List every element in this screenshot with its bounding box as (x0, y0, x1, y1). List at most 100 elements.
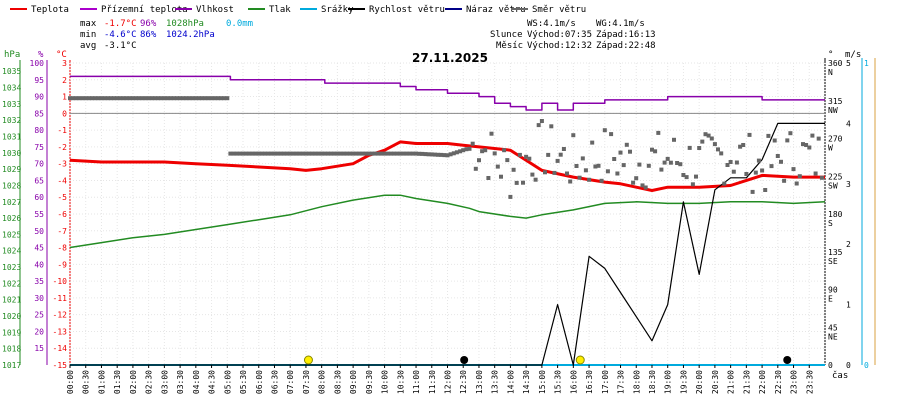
temperature-tick: -6 (57, 210, 67, 219)
pressure-tick: 1023 (2, 263, 21, 272)
humidity-tick: 80 (34, 126, 44, 135)
legend-label: Směr větru (532, 5, 586, 15)
time-tick-label: 04:00 (192, 370, 201, 394)
direction-name: NW (828, 106, 838, 115)
wind-direction-point (637, 162, 642, 167)
wind-direction-point (326, 151, 330, 156)
pressure-tick: 1026 (2, 214, 21, 223)
wind-direction-point (599, 178, 604, 183)
wind-direction-point (668, 160, 673, 165)
wind-direction-point (285, 151, 290, 156)
humidity-tick: 35 (34, 277, 44, 286)
wind-direction-point (77, 96, 82, 101)
wind-direction-point (385, 151, 390, 156)
direction-tick: 90 (828, 286, 838, 295)
wind-direction-point (646, 163, 651, 168)
moon-label: Měsíc (496, 41, 523, 51)
time-tick-label: 10:00 (381, 370, 390, 394)
speed-tick: 4 (846, 119, 851, 128)
wind-direction-point (628, 149, 632, 154)
pressure-tick: 1028 (2, 181, 21, 190)
wind-direction-point (288, 151, 293, 156)
pressure-tick: 1022 (2, 279, 21, 288)
wind-direction-point (583, 168, 588, 173)
wind-direction-point (165, 96, 170, 101)
stat-max-hum: 96% (140, 19, 157, 29)
wind-direction-point (508, 194, 513, 199)
time-tick-label: 10:30 (396, 370, 405, 394)
time-tick-label: 06:30 (270, 370, 279, 394)
wind-direction-point (124, 96, 129, 101)
wind-direction-point (96, 96, 101, 101)
wind-direction-point (303, 151, 308, 156)
time-tick-label: 05:30 (239, 370, 248, 394)
wind-direction-point (130, 96, 135, 101)
wind-direction-point (731, 169, 736, 174)
temperature-tick: -3 (57, 160, 67, 169)
wind-direction-point (502, 148, 507, 153)
wind-direction-point (712, 142, 717, 147)
time-tick-label: 17:00 (601, 370, 610, 394)
temperature-tick: -10 (53, 277, 68, 286)
wind-direction-point (612, 157, 617, 161)
wind-direction-point (807, 145, 812, 150)
wind-direction-point (473, 166, 478, 171)
direction-name: E (828, 295, 833, 304)
wind-direction-point (684, 175, 689, 180)
wind-direction-point (451, 151, 456, 156)
wind-direction-point (552, 170, 557, 175)
wind-direction-point (137, 96, 142, 101)
wind-direction-point (376, 151, 381, 156)
wind-direction-point (90, 96, 94, 101)
direction-name: S (828, 219, 833, 228)
wind-direction-point (404, 151, 409, 156)
wind-direction-point (734, 160, 739, 165)
wind-direction-point (99, 96, 104, 101)
wind-direction-point (291, 151, 296, 156)
wind-direction-point (436, 152, 441, 157)
wind-direction-point (791, 167, 796, 172)
wind-direction-point (763, 188, 768, 192)
pressure-tick: 1017 (2, 361, 21, 370)
wind-direction-point (420, 151, 425, 156)
wind-direction-point (458, 149, 463, 154)
wind-direction-point (577, 175, 582, 180)
wind-direction-point (332, 151, 337, 156)
time-tick-label: 00:00 (66, 370, 75, 394)
stat-min-pres: 1024.2hPa (166, 30, 215, 40)
wind-direction-point (215, 96, 220, 101)
legend-label: Rychlost větru (369, 5, 445, 15)
pressure-tick: 1035 (2, 67, 21, 76)
wind-direction-point (250, 151, 255, 156)
wind-direction-point (203, 96, 208, 101)
direction-tick: 135 (828, 248, 843, 257)
wind-direction-point (499, 174, 503, 179)
wind-direction-point (171, 96, 176, 101)
wind-direction-point (697, 146, 702, 150)
wind-direction-point (738, 144, 743, 149)
wind-direction-point (269, 151, 274, 156)
time-tick-label: 01:30 (113, 370, 122, 394)
wind-direction-point (489, 131, 494, 136)
time-tick-label: 22:30 (774, 370, 783, 394)
wind-direction-point (618, 150, 623, 155)
wind-direction-point (605, 169, 610, 174)
wind-direction-point (281, 151, 286, 156)
time-tick-label: 13:00 (475, 370, 484, 394)
sunrise-time: Východ:07:35 (527, 30, 592, 40)
sunset-marker (575, 355, 585, 365)
time-tick-label: 04:30 (208, 370, 217, 394)
pressure-tick: 1025 (2, 230, 21, 239)
wind-direction-point (373, 151, 378, 156)
time-tick-label: 09:00 (349, 370, 358, 394)
wind-direction-point (278, 151, 283, 156)
wind-direction-point (256, 151, 261, 156)
wind-direction-point (338, 151, 343, 156)
wind-direction-point (156, 96, 161, 101)
wind-direction-point (517, 152, 522, 157)
temperature-tick: -7 (57, 227, 67, 236)
wind-direction-point (546, 152, 551, 157)
wind-direction-point (335, 151, 340, 156)
wind-direction-point (140, 96, 145, 101)
wind-direction-point (615, 171, 620, 176)
